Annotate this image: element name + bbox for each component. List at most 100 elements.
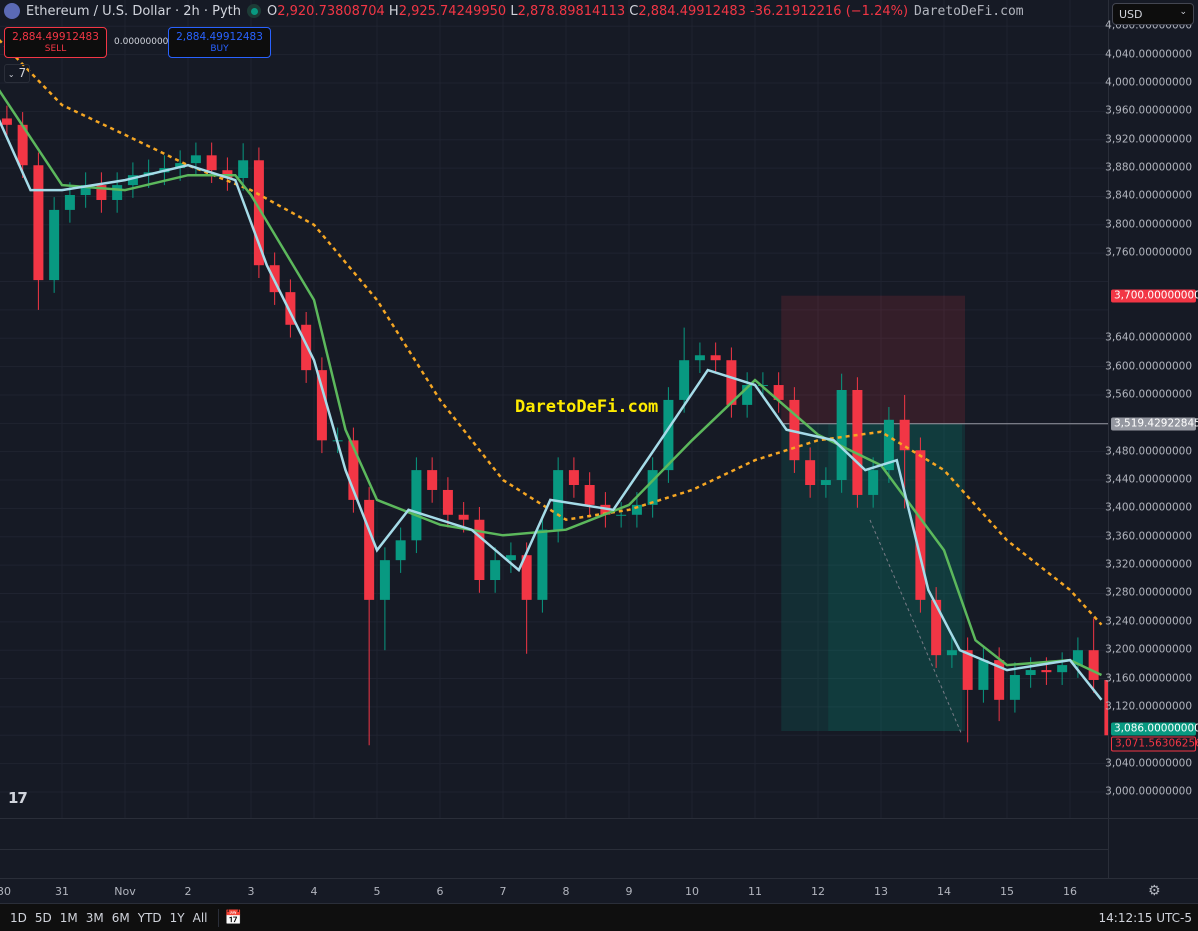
candle-body <box>537 529 548 600</box>
candle-body <box>17 124 28 166</box>
chart-plot-area[interactable] <box>0 0 1115 878</box>
range-1d[interactable]: 1D <box>10 910 27 925</box>
price-tick-label: 3,640.00000000 <box>1105 331 1192 344</box>
range-1y[interactable]: 1Y <box>169 910 185 925</box>
candle-body <box>694 355 705 361</box>
candle-body <box>647 470 658 505</box>
price-tick-label: 3,440.00000000 <box>1105 473 1192 486</box>
tradingview-logo[interactable]: 17 <box>8 789 28 807</box>
candle-body <box>1009 675 1020 700</box>
candle-body <box>852 389 863 495</box>
candle-body <box>631 504 642 515</box>
range-all[interactable]: All <box>192 910 208 925</box>
buy-button[interactable]: 2,884.49912483 BUY <box>168 27 271 58</box>
price-tick-label: 3,040.00000000 <box>1105 757 1192 770</box>
price-tick-label: 4,000.00000000 <box>1105 76 1192 89</box>
currency-select[interactable]: USD ⌄ <box>1112 3 1194 25</box>
candle-body <box>96 185 107 200</box>
target-price-label[interactable]: 3,086.00000000 <box>1111 722 1198 736</box>
candle-body <box>868 470 879 495</box>
bottom-toolbar: 1D 5D 1M 3M 6M YTD 1Y All 📅 14:12:15 UTC… <box>0 903 1198 931</box>
time-tick-label: 3 <box>247 885 255 898</box>
watermark-text: DaretoDeFi.com <box>515 397 659 417</box>
price-tick-label: 3,360.00000000 <box>1105 530 1192 543</box>
symbol-title[interactable]: Ethereum / U.S. Dollar · 2h · Pyth <box>26 3 241 19</box>
price-tick-label: 3,760.00000000 <box>1105 246 1192 259</box>
candle-body <box>1041 670 1052 673</box>
price-tick-label: 3,800.00000000 <box>1105 218 1192 231</box>
candle-body <box>206 155 217 171</box>
take-profit-progress <box>828 423 962 732</box>
range-1m[interactable]: 1M <box>59 910 78 925</box>
go-to-date-calendar-icon[interactable]: 📅 <box>224 909 242 926</box>
currency-value: USD <box>1119 8 1143 21</box>
range-3m[interactable]: 3M <box>85 910 104 925</box>
chart-canvas[interactable] <box>0 0 1115 878</box>
buy-label: BUY <box>210 44 229 54</box>
price-tick-label: 3,840.00000000 <box>1105 189 1192 202</box>
clock[interactable]: 14:12:15 UTC-5 <box>1098 911 1192 925</box>
candle-body <box>505 555 516 561</box>
time-tick-label: 11 <box>748 885 762 898</box>
range-6m[interactable]: 6M <box>111 910 130 925</box>
candle-body <box>710 355 721 361</box>
price-axis[interactable]: 3,000.00000000 3,040.00000000 3,120.000000… <box>1105 0 1198 878</box>
candle-body <box>80 185 91 196</box>
candle-body <box>190 155 201 164</box>
price-tick-label: 3,560.00000000 <box>1105 388 1192 401</box>
spread-value: 0.00000000 <box>114 37 169 47</box>
stop-price-label[interactable]: 3,700.00000000 <box>1111 289 1198 303</box>
chevron-down-icon: ⌄ <box>7 70 15 79</box>
candle-body <box>1072 650 1083 666</box>
candle-body <box>915 450 926 600</box>
time-tick-label: 13 <box>874 885 888 898</box>
candle-body <box>584 485 595 505</box>
candle-body <box>1057 665 1068 673</box>
time-tick-label: 12 <box>811 885 825 898</box>
candle-body <box>616 514 627 516</box>
time-axis[interactable]: ⚙ 30 31 Nov 2 3 4 5 6 7 8 9 10 11 12 13 14 15 16 <box>0 878 1198 903</box>
candle-body <box>1 118 12 125</box>
ethereum-icon <box>4 3 20 19</box>
entry-price-label[interactable]: 3,519.42922845 <box>1111 417 1198 431</box>
candle-body <box>931 599 942 656</box>
sell-button[interactable]: 2,884.49912483 SELL <box>4 27 107 58</box>
candle-body <box>379 560 390 600</box>
candle-body <box>962 650 973 690</box>
indicators-toggle[interactable]: ⌄ 7 <box>4 64 30 83</box>
time-tick-label: 30 <box>0 885 11 898</box>
time-tick-label: 6 <box>436 885 444 898</box>
time-tick-label: 31 <box>55 885 69 898</box>
time-tick-label: 15 <box>1000 885 1014 898</box>
candle-body <box>820 480 831 486</box>
candle-body <box>773 385 784 400</box>
sell-price: 2,884.49912483 <box>12 31 99 43</box>
price-tick-label: 3,400.00000000 <box>1105 501 1192 514</box>
ohlc-values: O2,920.73808704 H2,925.74249950 L2,878.8… <box>267 3 909 19</box>
candle-body <box>490 560 501 581</box>
time-tick-label: Nov <box>114 885 136 898</box>
price-tick-label: 3,600.00000000 <box>1105 360 1192 373</box>
sell-label: SELL <box>44 44 67 54</box>
candle-body <box>112 185 123 200</box>
moving-average-line-ma_slow <box>0 39 1103 626</box>
range-5d[interactable]: 5D <box>34 910 52 925</box>
buy-price: 2,884.49912483 <box>176 31 263 43</box>
candle-body <box>301 324 312 371</box>
price-tick-label: 3,280.00000000 <box>1105 586 1192 599</box>
price-tick-label: 3,320.00000000 <box>1105 558 1192 571</box>
candle-body <box>175 163 186 169</box>
symbol-header: Ethereum / U.S. Dollar · 2h · Pyth O2,92… <box>4 3 1024 19</box>
time-tick-label: 2 <box>184 885 192 898</box>
range-ytd[interactable]: YTD <box>137 910 162 925</box>
candle-body <box>789 399 800 461</box>
indicator-count: 7 <box>18 66 27 80</box>
candle-body <box>427 470 438 490</box>
last-price-label[interactable]: 3,071.56306256 <box>1111 736 1198 752</box>
settings-gear-icon[interactable]: ⚙ <box>1148 883 1161 899</box>
candle-body <box>946 650 957 656</box>
candle-body <box>994 660 1005 700</box>
projection-line <box>869 519 963 736</box>
candle-body <box>899 419 910 451</box>
divider <box>217 908 219 927</box>
